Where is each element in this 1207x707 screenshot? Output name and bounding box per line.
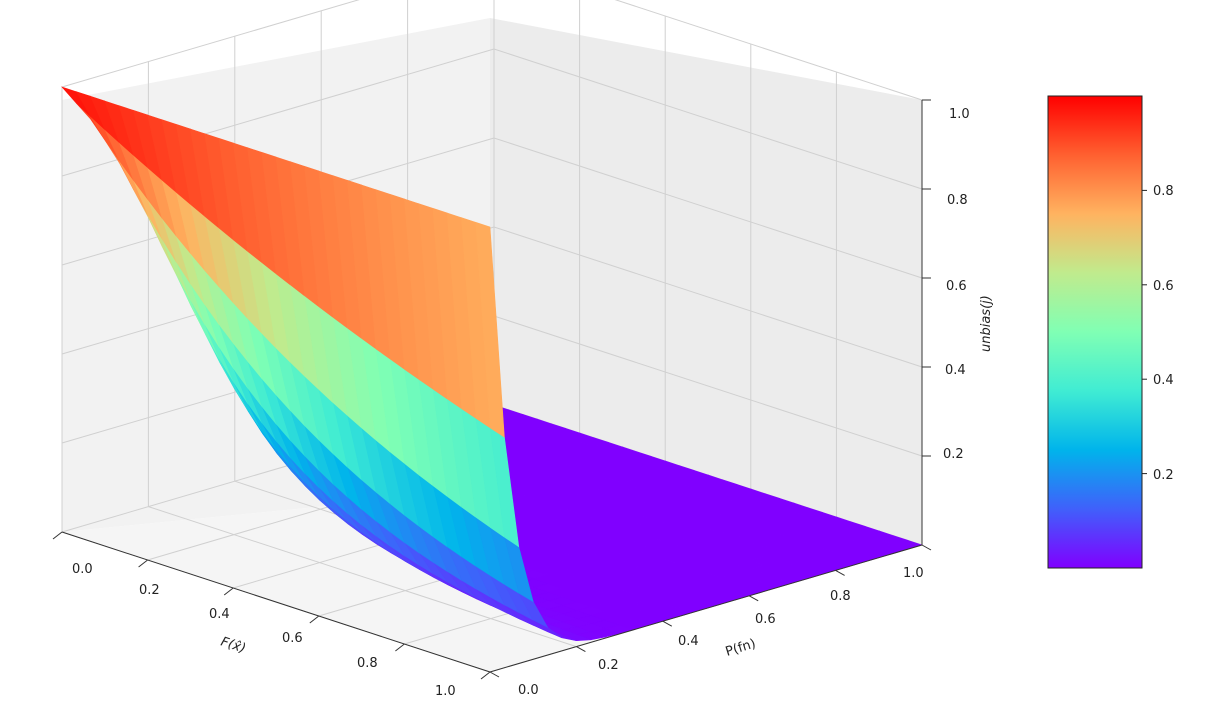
x-tick-label: 0.4 [209,607,230,622]
gridline [148,506,577,648]
z-axis-label: unbias(j) [979,295,994,352]
y-axis-label: P(fn) [724,636,758,659]
z-tick-label: 0.6 [946,279,967,294]
z-tick-label: 0.8 [947,193,968,208]
y-tick-label: 0.2 [598,658,619,673]
x-tick-mark [480,671,491,680]
x-axis-ticks: 0.0 0.2 0.4 0.6 0.8 1.0 [72,562,456,699]
y-tick-label: 0.6 [755,612,776,627]
colorbar-tick-label: 0.2 [1153,468,1174,483]
colorbar-tick-label: 0.4 [1153,373,1174,388]
colorbar-tick-label: 0.6 [1153,279,1174,294]
y-tick-mark [662,620,673,627]
colorbar-tick-label: 0.8 [1153,184,1174,199]
x-axis-label: F(x̂) [219,635,248,657]
x-tick-mark [138,559,148,568]
x-tick-label: 0.6 [282,631,303,646]
y-tick-mark [835,569,845,576]
x-tick-label: 0.8 [357,656,378,671]
gridline [61,0,360,88]
x-tick-mark [52,531,63,540]
x-tick-label: 0.2 [139,583,160,598]
z-tick-label: 0.4 [945,363,966,378]
x-axis-line [61,531,491,673]
axis-lines [52,99,932,680]
gridline [614,0,923,101]
pane-back [490,18,922,545]
surface-facet [475,221,505,438]
colorbar-ticks [1142,189,1147,475]
gridline [493,226,923,368]
z-tick-label: 0.2 [943,447,964,462]
y-tick-label: 1.0 [903,566,924,581]
colorbar-gradient [1047,95,1143,569]
z-tick-label: 1.0 [949,107,970,122]
y-tick-label: 0.0 [518,683,539,698]
y-axis-ticks: 0.0 0.2 0.4 0.6 0.8 1.0 [518,566,924,698]
z-axis-ticks: 0.2 0.4 0.6 0.8 1.0 [943,107,970,462]
gridline [493,48,923,190]
colorbar: 0.2 0.4 0.6 0.8 [1047,95,1174,569]
gridline [493,315,923,457]
gridline [493,137,923,279]
y-tick-label: 0.8 [830,589,851,604]
x-tick-mark [223,587,234,596]
y-tick-mark [748,595,759,602]
y-tick-mark [489,671,500,678]
y-tick-mark [921,544,932,551]
x-tick-mark [395,643,405,652]
y-tick-label: 0.4 [678,634,699,649]
x-tick-label: 0.0 [72,562,93,577]
y-axis-line [489,544,923,673]
surface [61,86,924,642]
x-tick-mark [309,615,320,624]
x-tick-label: 1.0 [435,684,456,699]
y-tick-mark [576,646,586,653]
